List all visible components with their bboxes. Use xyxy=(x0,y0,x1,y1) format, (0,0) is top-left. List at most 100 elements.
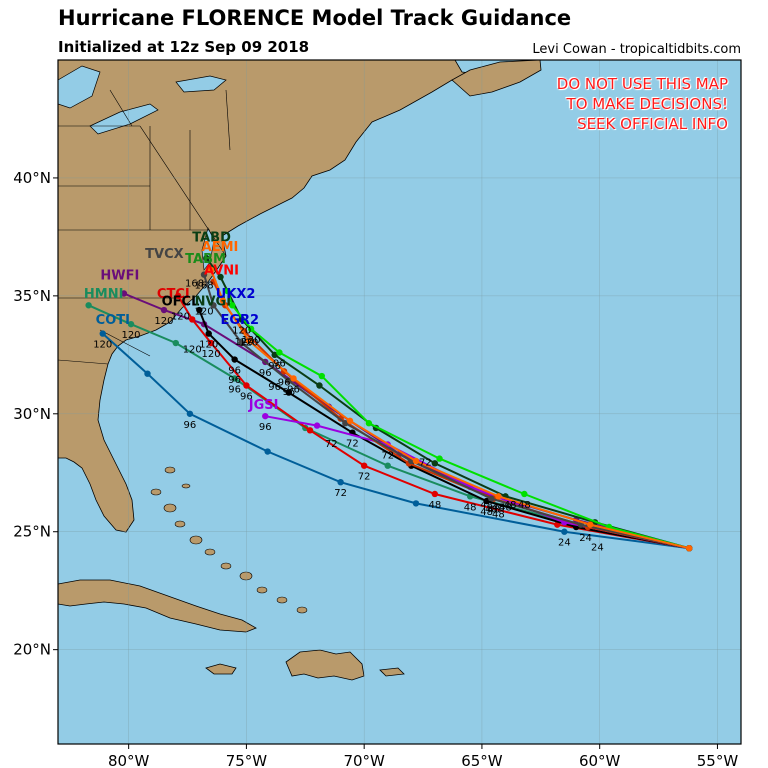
hour-label: 72 xyxy=(358,472,371,483)
model-label-ukx2: UKX2 xyxy=(216,287,256,302)
hour-label: 120 xyxy=(121,330,140,341)
hour-label: 48 xyxy=(485,505,498,516)
track-point xyxy=(229,302,236,309)
hour-label: 168 xyxy=(185,278,204,289)
hour-label: 72 xyxy=(381,450,394,461)
hour-label: 72 xyxy=(346,439,359,450)
hour-label: 48 xyxy=(428,500,441,511)
model-label-nvgi: NVGI xyxy=(195,294,231,309)
hour-label: 120 xyxy=(235,337,254,348)
track-point xyxy=(285,377,293,384)
hour-label: 48 xyxy=(480,500,493,511)
track-point xyxy=(342,420,349,427)
track-point xyxy=(207,266,215,274)
hour-label: 48 xyxy=(464,502,477,513)
track-point xyxy=(245,337,252,344)
lon-tick-label: 80°W xyxy=(108,752,150,768)
init-time: Initialized at 12z Sep 09 2018 xyxy=(58,38,310,56)
track-point xyxy=(316,382,323,389)
track-point xyxy=(200,271,208,278)
lake-ontario xyxy=(175,75,227,93)
model-label-coti: COTI xyxy=(96,313,130,328)
hour-label: 24 xyxy=(591,543,604,554)
track-point xyxy=(224,287,231,295)
track-point xyxy=(210,302,217,309)
hour-label: 168 xyxy=(194,281,213,292)
track-point xyxy=(412,457,420,465)
island xyxy=(150,488,162,496)
state-border xyxy=(99,329,151,357)
lat-tick-label: 25°N xyxy=(13,523,51,541)
model-label-tvcx: TVCX xyxy=(145,247,184,262)
track-point xyxy=(318,372,325,380)
track-point xyxy=(488,495,495,502)
track-point xyxy=(360,462,368,469)
track-point xyxy=(174,292,182,300)
track-point xyxy=(189,316,196,323)
track-point xyxy=(306,427,314,434)
hour-label: 96 xyxy=(259,368,272,379)
disclaimer: DO NOT USE THIS MAP TO MAKE DECISIONS! S… xyxy=(557,74,728,134)
track-point xyxy=(685,545,693,552)
track-point xyxy=(219,297,227,304)
bahamas-islands xyxy=(150,466,308,614)
nova-scotia-land xyxy=(451,60,542,97)
hour-label: 120 xyxy=(199,340,218,351)
model-label-ofcl: OFCL xyxy=(162,294,200,309)
hour-label: 48 xyxy=(492,502,505,513)
model-label-aemi: AEMI xyxy=(202,240,239,255)
track-point xyxy=(431,490,439,498)
track-point xyxy=(521,490,528,498)
disclaimer-line-2: TO MAKE DECISIONS! xyxy=(566,95,728,113)
track-point xyxy=(587,521,594,528)
track-point xyxy=(203,254,210,262)
island xyxy=(239,571,253,581)
hour-label: 120 xyxy=(242,335,261,346)
track-point xyxy=(412,500,420,507)
track-point xyxy=(337,478,344,486)
track-point xyxy=(346,417,354,425)
track-line-avni xyxy=(226,290,690,550)
island xyxy=(163,503,177,513)
track-point xyxy=(243,382,250,389)
hour-label: 72 xyxy=(419,458,432,469)
hour-label: 96 xyxy=(184,420,197,431)
lat-tick-label: 40°N xyxy=(13,169,51,187)
model-tracks xyxy=(85,254,693,552)
hour-label: 120 xyxy=(154,316,173,327)
lat-tick-label: 35°N xyxy=(13,287,51,305)
track-point xyxy=(290,375,297,382)
jamaica-land xyxy=(205,663,237,675)
model-label-tabd: TABD xyxy=(192,231,231,246)
forecast-hour-labels: 24 72 96 120 48 96 120 48 96 120 48 72 96 120 48 72 96 12… xyxy=(93,278,604,553)
track-point xyxy=(365,420,373,427)
hour-label: 120 xyxy=(232,325,251,336)
track-point xyxy=(144,370,151,377)
state-border xyxy=(225,89,231,151)
lon-tick-label: 70°W xyxy=(343,752,385,768)
cuba-land xyxy=(58,579,257,633)
lon-tick-label: 60°W xyxy=(579,752,621,768)
hour-label: 96 xyxy=(240,391,253,402)
state-border xyxy=(58,359,109,365)
track-point xyxy=(196,306,203,314)
hour-label: 48 xyxy=(518,500,531,511)
lake-erie xyxy=(89,103,159,135)
track-point xyxy=(85,302,92,309)
hour-label: 48 xyxy=(492,510,505,521)
hour-label: 120 xyxy=(93,340,112,351)
track-point xyxy=(384,462,391,469)
lake-huron xyxy=(58,65,101,109)
island xyxy=(164,466,176,474)
hour-label: 120 xyxy=(194,307,213,318)
map-title: Hurricane FLORENCE Model Track Guidance xyxy=(58,6,572,30)
model-label-avni: AVNI xyxy=(204,264,239,279)
disclaimer-line-1: DO NOT USE THIS MAP xyxy=(556,75,728,93)
track-point xyxy=(483,497,490,505)
island xyxy=(276,596,288,604)
island xyxy=(181,483,191,489)
hour-label: 96 xyxy=(273,358,286,369)
track-point xyxy=(120,290,128,297)
track-point xyxy=(271,351,278,359)
